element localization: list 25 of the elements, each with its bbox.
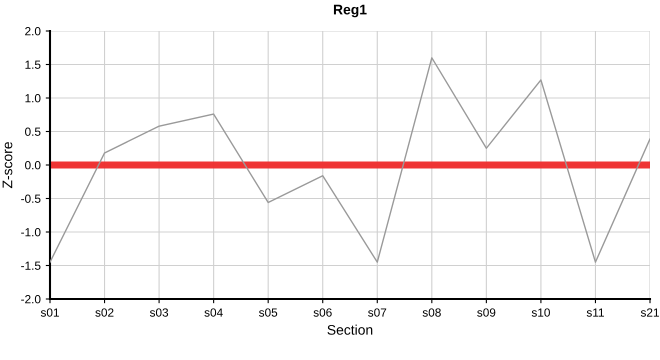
x-tick-label: s08 xyxy=(422,308,441,317)
x-tick-label: s02 xyxy=(95,308,114,317)
y-tick-label: 1.0 xyxy=(25,94,41,102)
x-tick-label: s01 xyxy=(40,308,59,317)
x-tick-label: s06 xyxy=(314,308,332,317)
x-tick-label: s09 xyxy=(477,308,496,317)
x-tick-label: s21 xyxy=(640,308,659,317)
y-tick-label: 0.0 xyxy=(25,161,41,170)
y-tick-label: -1.0 xyxy=(21,228,41,236)
x-tick-label: s05 xyxy=(258,308,278,317)
x-tick-label: s04 xyxy=(204,308,223,317)
y-tick-label: -1.5 xyxy=(21,262,40,270)
y-tick-label: -2.0 xyxy=(21,295,41,304)
line-series xyxy=(50,57,650,263)
x-tick-label: s10 xyxy=(532,308,550,317)
x-tick-label: s11 xyxy=(586,308,604,317)
y-axis-title: Z-score xyxy=(2,142,12,188)
y-tick-label: 2.0 xyxy=(25,27,41,36)
y-tick-label: 1.5 xyxy=(25,60,40,69)
y-tick-label: 0.5 xyxy=(25,128,40,136)
y-tick-label: -0.5 xyxy=(21,194,40,203)
chart-title: Reg1 xyxy=(334,4,367,18)
x-tick-label: s03 xyxy=(150,308,168,317)
x-tick-label: s07 xyxy=(368,308,386,317)
x-axis-title: Section xyxy=(327,324,372,335)
